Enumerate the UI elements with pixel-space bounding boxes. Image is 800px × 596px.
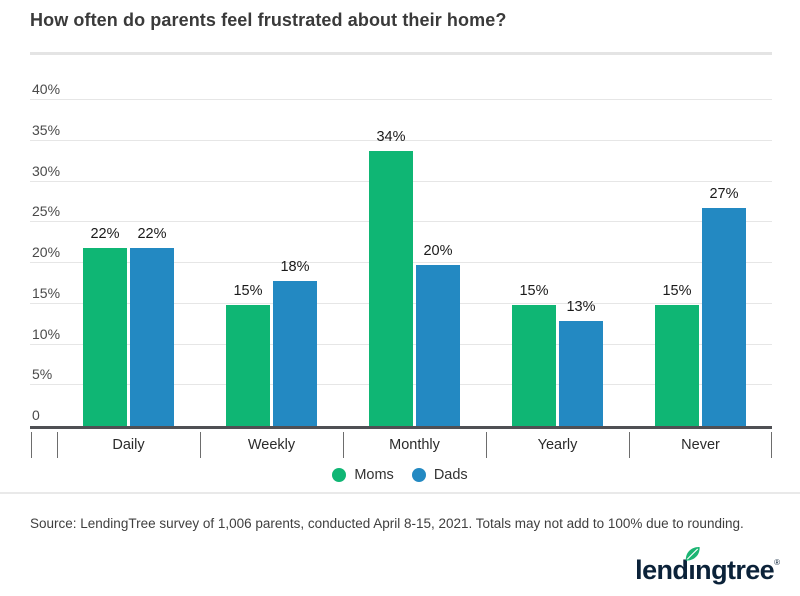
legend-label: Moms — [354, 467, 394, 483]
legend-label: Dads — [433, 467, 468, 483]
y-axis-label: 15% — [32, 284, 61, 301]
bar-value-label: 27% — [709, 185, 739, 202]
category-label-yearly: Yearly — [537, 437, 578, 453]
x-axis-tick — [200, 432, 201, 458]
category-label-monthly: Monthly — [389, 437, 440, 453]
y-axis-label: 0 — [32, 407, 40, 423]
bar-moms-never: 15% — [655, 284, 699, 426]
x-axis-tick — [57, 432, 58, 458]
chart-title: How often do parents feel frustrated abo… — [30, 10, 507, 30]
x-axis-tick — [31, 432, 32, 458]
y-axis-label: 35% — [32, 121, 61, 138]
x-axis-tick — [486, 432, 487, 458]
y-axis-label: 10% — [32, 325, 61, 342]
legend: Moms Dads — [0, 467, 800, 483]
registered-mark: ® — [774, 558, 780, 567]
bar-value-label: 15% — [519, 282, 549, 299]
bar-dads-weekly: 18% — [273, 260, 317, 426]
bar-group-yearly: 15% 13% — [486, 103, 629, 426]
bar-moms-daily: 22% — [83, 227, 127, 426]
y-axis-label: 20% — [32, 244, 61, 260]
bar-moms-weekly: 15% — [226, 284, 270, 426]
bar-dads-never: 27% — [702, 187, 746, 426]
bar-moms-monthly: 34% — [369, 130, 413, 426]
category-label-never: Never — [681, 437, 720, 453]
gridline — [30, 139, 772, 141]
bar-value-label: 22% — [90, 226, 120, 243]
legend-item-moms: Moms — [332, 467, 394, 483]
category-label-daily: Daily — [112, 437, 145, 453]
bars-row: 22% 22% 15% 18% 34% 20% 15% 13% 15% 27% — [57, 103, 772, 426]
category-label-weekly: Weekly — [247, 437, 296, 453]
lendingtree-logo: lendıngtree® — [635, 547, 780, 590]
legend-swatch-icon — [411, 468, 426, 482]
bar-group-daily: 22% 22% — [57, 103, 200, 426]
bar-group-monthly: 34% 20% — [343, 103, 486, 426]
bar-value-label: 15% — [662, 282, 692, 299]
y-axis-label: 25% — [32, 203, 61, 220]
x-axis-tick — [343, 432, 344, 458]
bar-value-label: 20% — [423, 242, 453, 259]
gridline — [30, 99, 772, 100]
legend-item-dads: Dads — [411, 467, 468, 483]
bar-value-label: 18% — [280, 258, 310, 275]
bar-dads-monthly: 20% — [416, 243, 460, 426]
bar-group-weekly: 15% 18% — [200, 103, 343, 426]
logo-wordmark: lendıngtree — [635, 555, 775, 585]
y-axis-label: 40% — [32, 81, 61, 97]
bar-dads-yearly: 13% — [559, 300, 603, 426]
bar-value-label: 15% — [233, 282, 263, 299]
bar-group-never: 15% 27% — [629, 103, 772, 426]
y-axis-label: 30% — [32, 162, 61, 179]
bar-value-label: 22% — [137, 226, 167, 243]
x-axis-tick — [771, 432, 772, 458]
legend-swatch-icon — [332, 468, 347, 482]
leaf-icon — [685, 547, 700, 561]
footer-divider — [0, 492, 800, 494]
x-axis: Daily Weekly Monthly Yearly Never — [30, 432, 772, 459]
x-axis-tick — [629, 432, 630, 458]
plot-area: 0 5% 10% 15% 20% 25% 30% 35% 40% 22% 22% 15% 18% 34%… — [30, 82, 772, 429]
bar-value-label: 13% — [566, 299, 596, 316]
title-divider — [30, 52, 772, 55]
bar-moms-yearly: 15% — [512, 284, 556, 426]
y-axis-label: 5% — [32, 366, 53, 383]
source-note: Source: LendingTree survey of 1,006 pare… — [30, 516, 744, 531]
bar-value-label: 34% — [376, 129, 406, 146]
bar-dads-daily: 22% — [130, 227, 174, 426]
